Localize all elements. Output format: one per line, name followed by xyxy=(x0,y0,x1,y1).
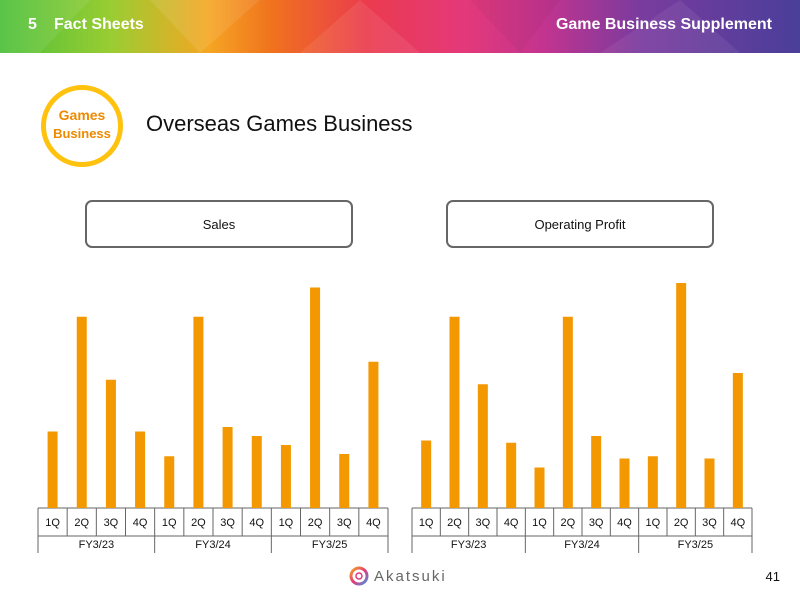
sales-bar-9 xyxy=(280,445,291,508)
sales-bar-12 xyxy=(368,361,379,508)
header-banner: 5 Fact Sheets Game Business Supplement xyxy=(0,0,800,53)
page-title: Overseas Games Business xyxy=(146,111,413,136)
operating-profit-bar-10 xyxy=(676,283,687,508)
sales-bar-1 xyxy=(47,431,58,508)
operating-profit-bar-4 xyxy=(506,442,517,508)
games-business-badge: Games Business xyxy=(41,85,123,167)
sales-tick-label-11: 3Q xyxy=(337,517,352,529)
operating-profit-bar-1 xyxy=(421,440,432,508)
sales-tick-label-8: 4Q xyxy=(249,517,264,529)
operating-profit-group-label-2: FY3/24 xyxy=(564,539,599,551)
sales-tick-label-1: 1Q xyxy=(45,517,60,529)
operating-profit-bar-11 xyxy=(704,458,715,508)
sales-tick-label-5: 1Q xyxy=(162,517,177,529)
sales-group-label-2: FY3/24 xyxy=(195,539,230,551)
page-number: 41 xyxy=(765,569,780,584)
operating-profit-label-box: Operating Profit xyxy=(446,200,714,248)
sales-bar-11 xyxy=(339,454,350,508)
sales-bar-5 xyxy=(164,456,175,508)
operating-profit-bar-9 xyxy=(647,456,658,508)
operating-profit-tick-label-6: 2Q xyxy=(560,517,575,529)
operating-profit-bar-5 xyxy=(534,467,545,508)
operating-profit-tick-label-1: 1Q xyxy=(419,517,434,529)
sales-tick-label-7: 3Q xyxy=(220,517,235,529)
sales-group-label-3: FY3/25 xyxy=(312,539,347,551)
section-title: Fact Sheets xyxy=(54,16,144,33)
operating-profit-bar-6 xyxy=(562,316,573,508)
sales-label-box: Sales xyxy=(85,200,353,248)
operating-profit-group-label-1: FY3/23 xyxy=(451,539,486,551)
operating-profit-tick-label-10: 2Q xyxy=(674,517,689,529)
sales-bar-10 xyxy=(310,287,321,508)
sales-bar-3 xyxy=(105,379,116,508)
sales-bar-2 xyxy=(76,316,87,508)
akatsuki-logo-icon xyxy=(349,566,369,586)
operating-profit-tick-label-8: 4Q xyxy=(617,517,632,529)
sales-group-label-1: FY3/23 xyxy=(79,539,114,551)
operating-profit-tick-label-12: 4Q xyxy=(730,517,745,529)
operating-profit-tick-label-2: 2Q xyxy=(447,517,462,529)
operating-profit-group-label-3: FY3/25 xyxy=(678,539,713,551)
operating-profit-bar-8 xyxy=(619,458,630,508)
sales-tick-label-12: 4Q xyxy=(366,517,381,529)
operating-profit-tick-label-3: 3Q xyxy=(475,517,490,529)
sales-bar-4 xyxy=(135,431,146,508)
supplement-title: Game Business Supplement xyxy=(555,16,772,33)
operating-profit-tick-label-4: 4Q xyxy=(504,517,519,529)
section-number: 5 xyxy=(28,16,37,33)
sales-tick-label-10: 2Q xyxy=(308,517,323,529)
sales-bar-7 xyxy=(222,427,233,508)
operating-profit-tick-label-5: 1Q xyxy=(532,517,547,529)
sales-tick-label-9: 1Q xyxy=(279,517,294,529)
sales-tick-label-2: 2Q xyxy=(74,517,89,529)
operating-profit-bar-3 xyxy=(477,384,488,508)
operating-profit-bar-7 xyxy=(591,436,602,508)
badge-line-games: Games xyxy=(58,107,106,123)
logo-text: Akatsuki xyxy=(374,568,447,585)
operating-profit-bar-12 xyxy=(732,373,743,508)
badge-line-business: Business xyxy=(53,126,111,141)
sales-bar-8 xyxy=(251,436,262,508)
operating-profit-tick-label-9: 1Q xyxy=(645,517,660,529)
sales-bar-6 xyxy=(193,316,204,508)
operating-profit-tick-label-7: 3Q xyxy=(589,517,604,529)
header-pattern xyxy=(0,0,740,53)
operating-profit-bar-2 xyxy=(449,316,460,508)
sales-tick-label-6: 2Q xyxy=(191,517,206,529)
sales-tick-label-3: 3Q xyxy=(104,517,119,529)
sales-tick-label-4: 4Q xyxy=(133,517,148,529)
operating-profit-tick-label-11: 3Q xyxy=(702,517,717,529)
